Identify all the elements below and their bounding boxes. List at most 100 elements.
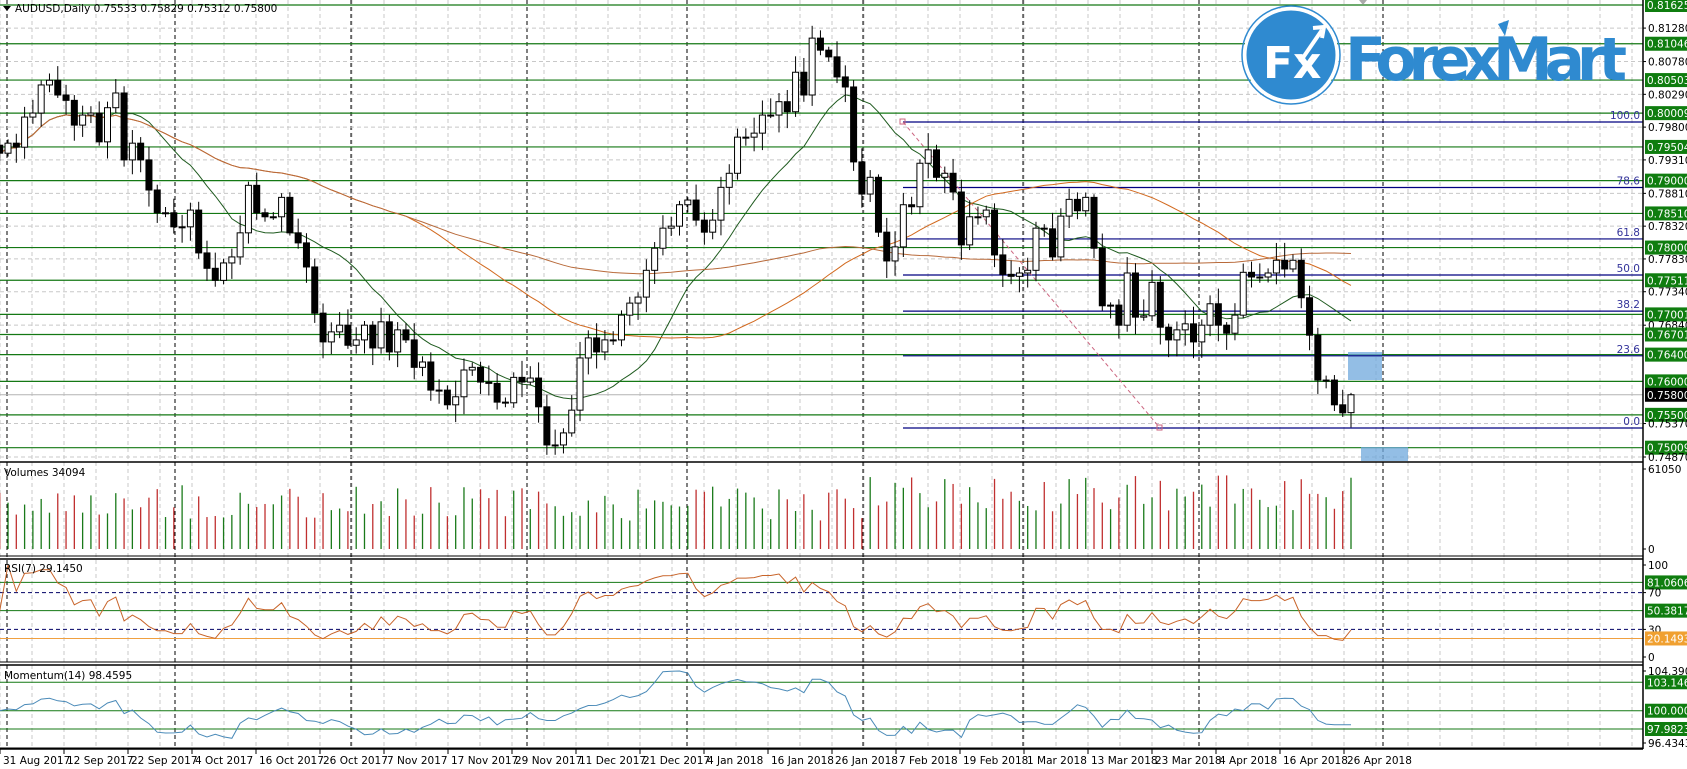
candle [344, 309, 352, 349]
shift-marker-icon[interactable] [1359, 0, 1367, 5]
price-label: 0.80009 [1647, 108, 1687, 120]
candle-body-bull [394, 329, 402, 353]
candle-body-bear [700, 219, 708, 233]
candle [1065, 188, 1073, 229]
candle [253, 172, 261, 220]
candle [518, 360, 526, 398]
candle-body-bull [1140, 315, 1148, 318]
candle [1347, 392, 1355, 428]
candle [883, 217, 891, 278]
collapse-triangle-icon[interactable] [3, 6, 11, 11]
price-label: 0.79000 [1647, 176, 1687, 188]
candle [858, 148, 866, 208]
grid [0, 0, 1643, 748]
date-label: 17 Nov 2017 [451, 755, 518, 767]
candle-body-bull [775, 101, 783, 116]
candle-body-bear [427, 361, 435, 391]
candle-body-bear [1339, 404, 1347, 414]
candle-body-bear [949, 172, 957, 193]
candle [1165, 323, 1173, 358]
symbol-header: AUDUSD,Daily 0.75533 0.75829 0.75312 0.7… [15, 3, 277, 15]
candle [302, 233, 310, 283]
price-label: 0.79504 [1647, 142, 1687, 154]
candle-body-bull [1181, 323, 1189, 331]
candle [626, 296, 634, 326]
candle [833, 41, 841, 84]
candle [1339, 389, 1347, 417]
candle-body-bear [12, 142, 20, 148]
candle-body-bull [709, 219, 717, 233]
candle-body-bear [883, 231, 891, 262]
candle-body-bear [858, 161, 866, 195]
candle-body-bull [1015, 272, 1023, 277]
candle-body-bear [1281, 259, 1289, 270]
candle [1206, 295, 1214, 337]
fib-anchor-handle[interactable] [899, 118, 906, 125]
candle-body-bull [609, 339, 617, 342]
candle-body-bull [758, 114, 766, 134]
candle [112, 79, 120, 113]
fib-level-label: 0.0 [1623, 416, 1640, 428]
momentum-axis-label-badge [1645, 675, 1687, 690]
rsi-axis-label: 70 [1648, 588, 1661, 600]
candle-body-bear [261, 212, 269, 218]
date-label: 22 Sep 2017 [131, 755, 198, 767]
candle-body-bull [568, 409, 576, 434]
price-label: 0.76400 [1647, 350, 1687, 362]
candle-body-bull [866, 176, 874, 195]
candle [128, 130, 136, 175]
candle [1330, 375, 1338, 412]
fib-level-label: 100.0 [1610, 110, 1640, 122]
candle [427, 352, 435, 401]
date-label: 13 Mar 2018 [1091, 755, 1158, 767]
candle-body-bull [178, 226, 186, 229]
candle [1057, 208, 1065, 262]
candle [1297, 248, 1305, 309]
date-label: 21 Dec 2017 [643, 755, 710, 767]
volume-axis-label: 0 [1648, 544, 1655, 556]
candle-body-bull [460, 369, 468, 398]
fib-anchor-handle[interactable] [1156, 424, 1163, 431]
candle [775, 93, 783, 133]
moving-averages [0, 94, 1352, 400]
candle [1306, 285, 1314, 351]
candle [1123, 257, 1131, 332]
candle [360, 320, 368, 354]
candle [0, 138, 4, 161]
candle [974, 206, 982, 225]
candle-body-bear [1214, 303, 1222, 326]
candle [261, 208, 269, 222]
price-label-badge [1645, 347, 1687, 362]
candle [783, 89, 791, 129]
price-label-badge [1645, 36, 1687, 51]
candle [153, 184, 161, 223]
price-label: 0.77001 [1647, 309, 1687, 321]
candle-body-bull [45, 79, 53, 86]
candle [734, 128, 742, 180]
rsi-axis-label-badge [1645, 575, 1687, 590]
candle [493, 373, 501, 410]
candle-body-bull [1206, 303, 1214, 326]
candle [435, 379, 443, 404]
candle [526, 366, 534, 386]
candle-body-bull [717, 186, 725, 221]
candle-body-bear [485, 381, 493, 384]
candle [982, 205, 990, 225]
candle [1281, 242, 1289, 278]
highlight-box [1361, 447, 1408, 461]
candle [949, 158, 957, 201]
momentum-line [0, 670, 1352, 739]
candle-body-bull [128, 142, 136, 161]
date-label: 12 Sep 2017 [67, 755, 134, 767]
candle [70, 95, 78, 141]
candle-body-bull [352, 339, 360, 346]
price-label: 0.78510 [1647, 208, 1687, 220]
candle-body-bull [684, 199, 692, 206]
candle-body-bull [924, 149, 932, 164]
rsi-label: RSI(7) 29.1450 [4, 563, 83, 575]
price-label-badge [1645, 206, 1687, 221]
fib-level-label: 23.6 [1617, 344, 1641, 356]
